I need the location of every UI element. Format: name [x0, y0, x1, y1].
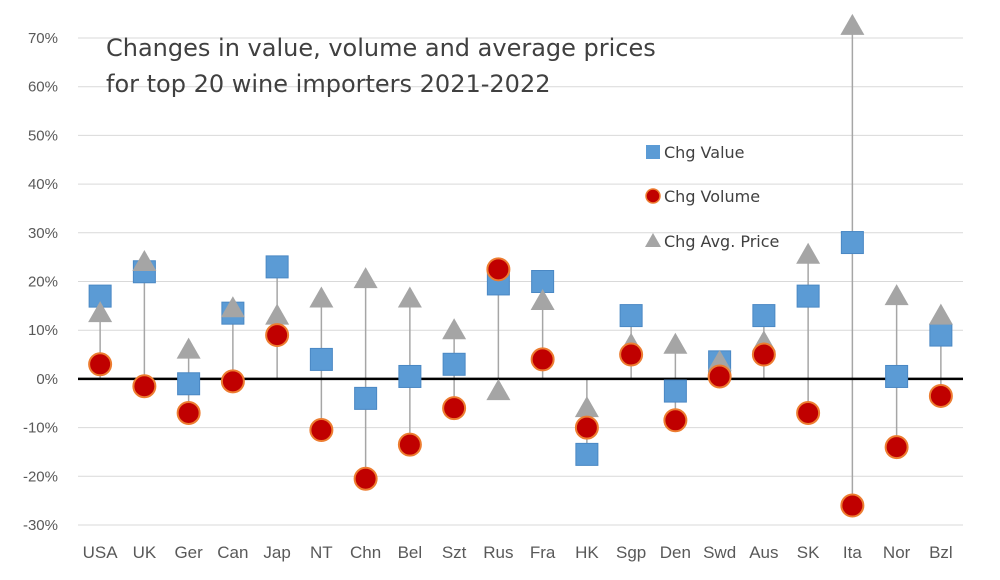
- chg-avg-price-marker: [176, 337, 201, 359]
- chg-avg-price-marker: [928, 303, 953, 325]
- x-category-label: Nor: [883, 543, 911, 562]
- y-tick-label: 20%: [28, 274, 58, 291]
- y-tick-label: -10%: [23, 420, 58, 437]
- y-tick-label: 50%: [28, 127, 58, 144]
- chg-volume-marker: [486, 257, 511, 282]
- chg-value-marker: [663, 379, 687, 403]
- x-category-label: Ger: [174, 543, 203, 562]
- chg-avg-price-marker: [796, 242, 821, 264]
- chg-value-marker: [752, 304, 776, 328]
- legend: Chg Value Chg Volume Chg Avg. Price: [645, 143, 779, 251]
- x-category-label: Bzl: [929, 543, 953, 562]
- chg-avg-price-marker: [840, 13, 865, 35]
- chg-avg-price-marker: [884, 284, 909, 306]
- chg-volume-marker: [309, 418, 334, 443]
- chg-volume-marker: [397, 432, 422, 457]
- chg-avg-price-marker: [574, 396, 599, 418]
- chart-title: Changes in value, volume and average pri…: [106, 34, 656, 98]
- chg-avg-price-marker: [707, 349, 732, 371]
- x-category-label: Sgp: [616, 543, 646, 562]
- chg-volume-marker: [88, 352, 113, 377]
- chg-value-marker: [265, 255, 289, 279]
- x-category-label: Jap: [263, 543, 290, 562]
- x-category-label: UK: [133, 543, 157, 562]
- x-category-label: Can: [217, 543, 248, 562]
- chg-avg-price-marker: [442, 318, 467, 340]
- x-category-label: Bel: [398, 543, 423, 562]
- chg-volume-marker: [619, 342, 644, 367]
- chg-value-marker: [309, 347, 333, 371]
- chg-volume-marker: [530, 347, 555, 372]
- legend-triangle-icon: [645, 233, 661, 247]
- chart-title-line-1: Changes in value, volume and average pri…: [106, 34, 656, 62]
- x-category-label: Rus: [483, 543, 513, 562]
- chg-value-marker: [840, 231, 864, 255]
- x-category-label: Swd: [703, 543, 736, 562]
- x-category-label: Ita: [843, 543, 862, 562]
- chg-volume-marker: [265, 323, 290, 348]
- legend-label-chg-value: Chg Value: [664, 143, 745, 162]
- x-category-label: Aus: [749, 543, 778, 562]
- x-category-label: USA: [83, 543, 119, 562]
- chg-avg-price-marker: [397, 286, 422, 308]
- x-category-label: SK: [797, 543, 820, 562]
- chg-value-marker: [177, 372, 201, 396]
- chg-avg-price-marker: [220, 296, 245, 318]
- chg-value-marker: [354, 386, 378, 410]
- chg-avg-price-marker: [88, 301, 113, 323]
- y-tick-label: 60%: [28, 79, 58, 96]
- chg-volume-marker: [707, 364, 732, 389]
- chg-avg-price-marker: [265, 303, 290, 325]
- legend-circle-icon: [645, 188, 661, 204]
- y-tick-label: 10%: [28, 322, 58, 339]
- chg-avg-price-marker: [353, 267, 378, 289]
- chg-avg-price-marker: [530, 288, 555, 310]
- chg-avg-price-marker: [309, 286, 334, 308]
- x-category-label: HK: [575, 543, 599, 562]
- chg-avg-price-marker: [663, 332, 688, 354]
- chg-volume-marker: [796, 400, 821, 425]
- y-tick-label: 0%: [36, 371, 58, 388]
- chg-volume-marker: [751, 342, 776, 367]
- chg-volume-marker: [176, 400, 201, 425]
- y-tick-label: -20%: [23, 468, 58, 485]
- x-category-label: Fra: [530, 543, 556, 562]
- y-tick-label: 70%: [28, 30, 58, 47]
- chg-value-marker: [398, 364, 422, 388]
- x-category-label: NT: [310, 543, 333, 562]
- x-category-label: Szt: [442, 543, 467, 562]
- legend-label-chg-volume: Chg Volume: [664, 187, 760, 206]
- x-axis-category-labels: USA UK Ger Can Jap NT Chn Bel Szt Rus Fra HK Sgp Den S…: [83, 543, 953, 562]
- x-category-label: Den: [660, 543, 691, 562]
- x-category-label: Chn: [350, 543, 381, 562]
- chg-avg-price-marker: [486, 379, 511, 401]
- chg-volume-marker: [442, 396, 467, 421]
- chg-volume-marker: [928, 383, 953, 408]
- chg-volume-marker: [132, 374, 157, 399]
- y-tick-label: -30%: [23, 517, 58, 534]
- chg-value-marker: [619, 304, 643, 328]
- chg-volume-marker: [840, 493, 865, 518]
- chg-value-marker: [885, 364, 909, 388]
- chg-value-marker: [796, 284, 820, 308]
- chg-volume-marker: [220, 369, 245, 394]
- chg-avg-price-marker: [132, 250, 157, 272]
- chg-value-marker: [929, 323, 953, 347]
- y-tick-label: 40%: [28, 176, 58, 193]
- chg-value-marker: [442, 352, 466, 376]
- legend-label-chg-avg-price: Chg Avg. Price: [664, 232, 779, 251]
- y-axis-tick-labels: 70% 60% 50% 40% 30% 20% 10% 0% -10% -20% -30%: [23, 30, 58, 534]
- legend-square-icon: [646, 145, 660, 159]
- chg-volume-marker: [663, 408, 688, 433]
- chg-volume-marker: [884, 435, 909, 460]
- chart-title-line-2: for top 20 wine importers 2021-2022: [106, 70, 550, 98]
- gridlines: [78, 37, 963, 526]
- y-tick-label: 30%: [28, 225, 58, 242]
- chg-volume-marker: [353, 466, 378, 491]
- data-markers: [88, 13, 953, 518]
- chg-volume-marker: [574, 415, 599, 440]
- chg-value-marker: [575, 442, 599, 466]
